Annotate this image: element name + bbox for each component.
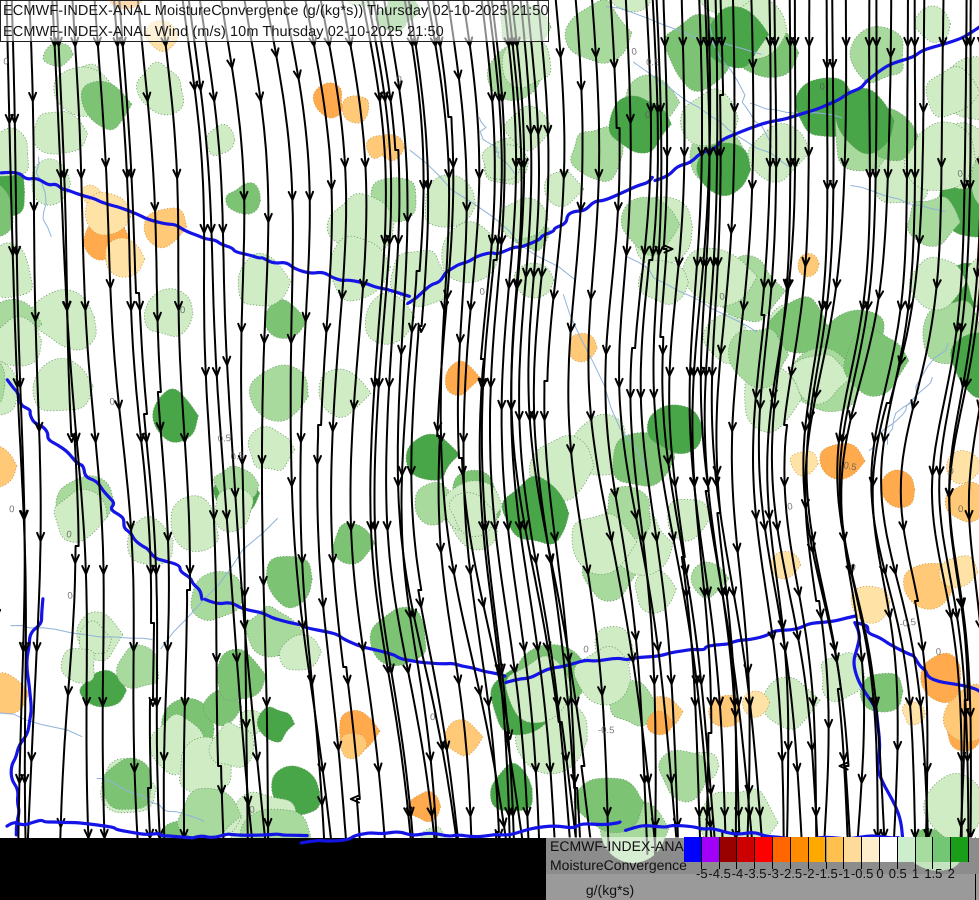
svg-text:0.5: 0.5 — [646, 57, 660, 69]
svg-text:0.5: 0.5 — [230, 451, 244, 463]
svg-text:0: 0 — [180, 305, 185, 316]
svg-text:-0.5: -0.5 — [899, 617, 917, 630]
svg-text:0: 0 — [645, 110, 650, 121]
svg-text:0: 0 — [430, 712, 436, 723]
svg-text:0: 0 — [9, 504, 15, 515]
svg-text:0: 0 — [958, 504, 963, 515]
svg-text:0: 0 — [935, 647, 941, 658]
svg-text:0.5: 0.5 — [217, 433, 231, 445]
svg-text:-0.5: -0.5 — [598, 725, 615, 736]
